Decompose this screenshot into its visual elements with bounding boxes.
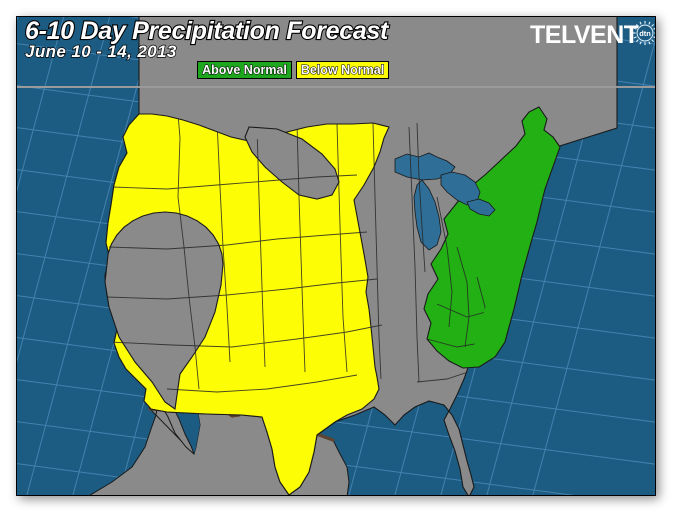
svg-text:dtn: dtn [639, 29, 651, 38]
